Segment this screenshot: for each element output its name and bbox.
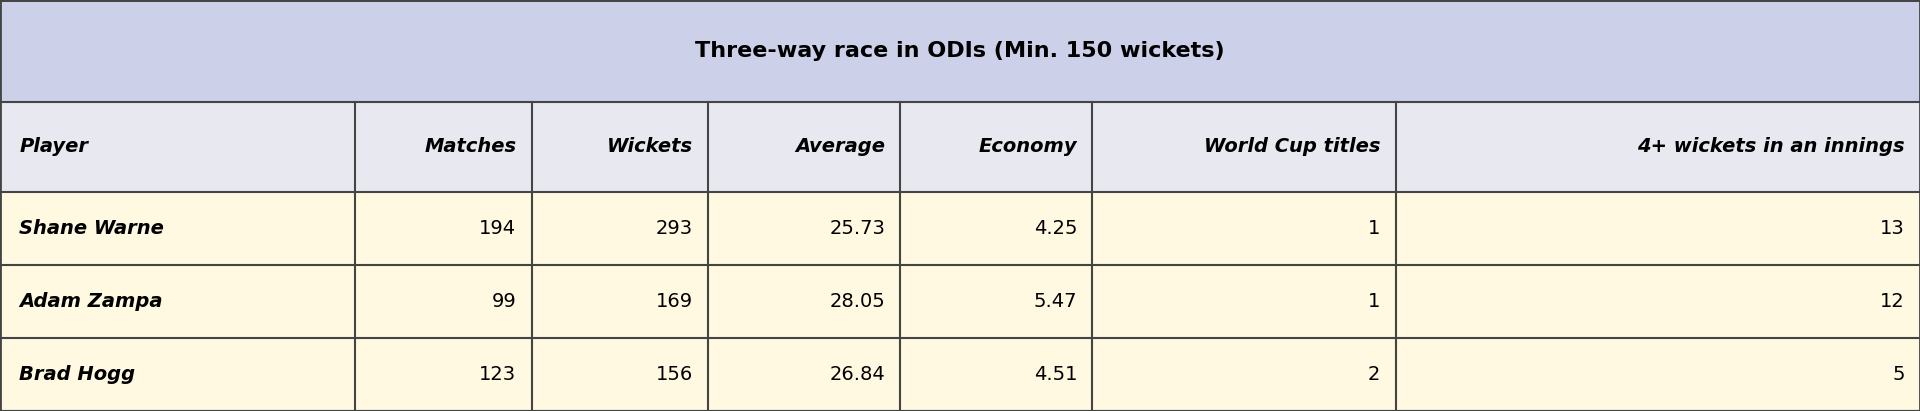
Text: 293: 293 (657, 219, 693, 238)
Text: 123: 123 (480, 365, 516, 384)
Text: Economy: Economy (979, 137, 1077, 156)
Bar (0, 265, 1920, 338)
Bar (0, 192, 1920, 265)
Text: 13: 13 (1880, 219, 1905, 238)
Text: Player: Player (19, 137, 88, 156)
Text: Matches: Matches (424, 137, 516, 156)
Text: 2: 2 (1369, 365, 1380, 384)
Text: Wickets: Wickets (607, 137, 693, 156)
Text: 4.51: 4.51 (1033, 365, 1077, 384)
Text: Three-way race in ODIs (Min. 150 wickets): Three-way race in ODIs (Min. 150 wickets… (695, 41, 1225, 61)
Text: 169: 169 (657, 292, 693, 311)
Text: 4+ wickets in an innings: 4+ wickets in an innings (1638, 137, 1905, 156)
Text: Average: Average (795, 137, 885, 156)
Text: 5: 5 (1891, 365, 1905, 384)
Bar (0, 0, 1920, 102)
Text: World Cup titles: World Cup titles (1204, 137, 1380, 156)
Text: 156: 156 (657, 365, 693, 384)
Text: Brad Hogg: Brad Hogg (19, 365, 134, 384)
Text: 99: 99 (492, 292, 516, 311)
Bar (0, 102, 1920, 192)
Text: Shane Warne: Shane Warne (19, 219, 163, 238)
Bar (0, 338, 1920, 411)
Text: Adam Zampa: Adam Zampa (19, 292, 163, 311)
Text: 26.84: 26.84 (829, 365, 885, 384)
Text: 28.05: 28.05 (829, 292, 885, 311)
Text: 25.73: 25.73 (829, 219, 885, 238)
Text: 194: 194 (480, 219, 516, 238)
Text: 1: 1 (1369, 292, 1380, 311)
Text: 4.25: 4.25 (1033, 219, 1077, 238)
Text: 12: 12 (1880, 292, 1905, 311)
Text: 1: 1 (1369, 219, 1380, 238)
Text: 5.47: 5.47 (1033, 292, 1077, 311)
